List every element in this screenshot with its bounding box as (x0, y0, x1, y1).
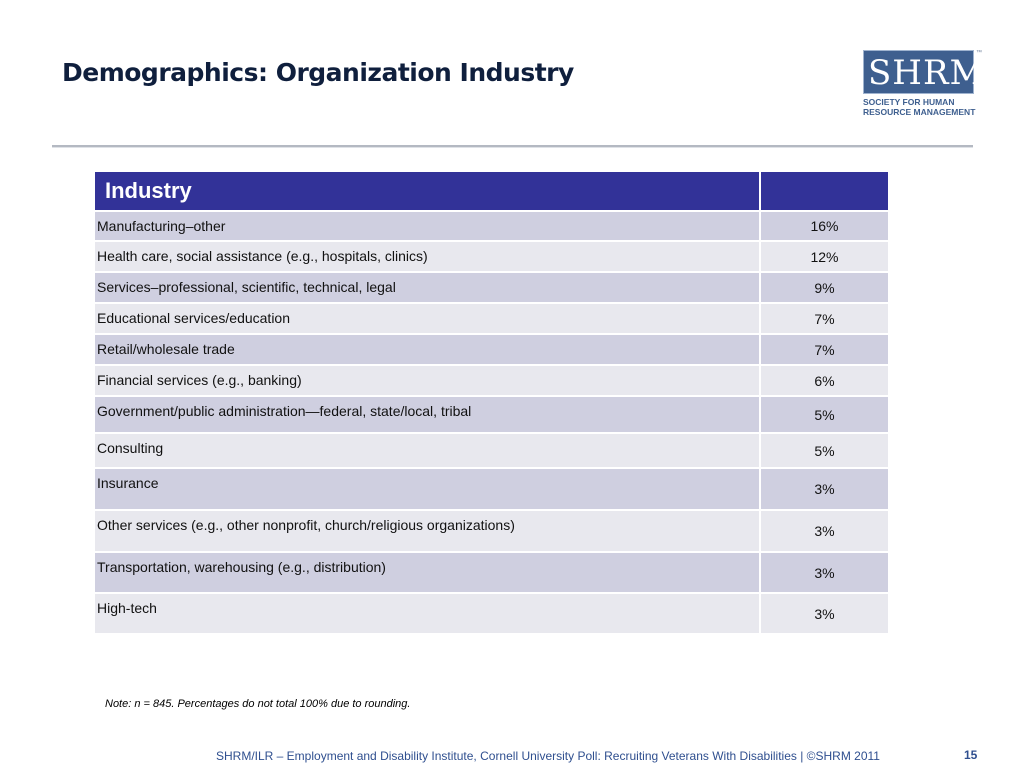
industry-label: Government/public administration—federal… (97, 403, 472, 419)
industry-cell: Retail/wholesale trade (93, 333, 761, 366)
table-row: Transportation, warehousing (e.g., distr… (93, 551, 890, 594)
industry-label: Insurance (97, 475, 159, 491)
industry-cell: Financial services (e.g., banking) (93, 364, 761, 397)
table-row: Educational services/education 7% (93, 302, 890, 335)
industry-table: Industry Manufacturing–other 16% Health ca… (93, 170, 890, 635)
table-row: Health care, social assistance (e.g., ho… (93, 240, 890, 273)
table-row: Other services (e.g., other nonprofit, c… (93, 509, 890, 553)
table-header-row: Industry (93, 170, 890, 212)
percent-value: 9% (759, 271, 890, 304)
table-row: Retail/wholesale trade 7% (93, 333, 890, 366)
industry-cell: Services–professional, scientific, techn… (93, 271, 761, 304)
percent-value: 7% (759, 333, 890, 366)
table-row: Manufacturing–other 16% (93, 210, 890, 242)
table-row: Services–professional, scientific, techn… (93, 271, 890, 304)
industry-cell: Educational services/education (93, 302, 761, 335)
footer-citation: SHRM/ILR – Employment and Disability Ins… (216, 749, 880, 763)
table-row: Insurance 3% (93, 467, 890, 511)
percent-value: 3% (759, 592, 890, 635)
logo-box: SHRM (863, 50, 986, 94)
shrm-logo: SHRM ™ Society for Human Resource Manage… (863, 50, 986, 122)
percent-column-header (759, 170, 890, 212)
industry-label: Educational services/education (97, 310, 291, 326)
industry-cell: Manufacturing–other (93, 210, 761, 242)
industry-label: Financial services (e.g., banking) (97, 372, 302, 388)
industry-column-header: Industry (93, 170, 761, 212)
percent-value: 5% (759, 432, 890, 469)
industry-cell: Health care, social assistance (e.g., ho… (93, 240, 761, 273)
page-number: 15 (964, 748, 978, 762)
logo-tagline-line1: Society for Human (863, 97, 955, 107)
percent-value: 3% (759, 467, 890, 511)
industry-label: Other services (e.g., other nonprofit, c… (97, 517, 515, 533)
industry-label: Transportation, warehousing (e.g., distr… (97, 559, 386, 575)
table-row: Consulting 5% (93, 432, 890, 469)
logo-tagline: Society for Human Resource Management (863, 97, 983, 117)
industry-cell: Transportation, warehousing (e.g., distr… (93, 551, 761, 594)
percent-value: 3% (759, 509, 890, 553)
industry-label: Services–professional, scientific, techn… (97, 279, 396, 295)
industry-cell: Other services (e.g., other nonprofit, c… (93, 509, 761, 553)
table-row: High-tech 3% (93, 592, 890, 635)
industry-label: Consulting (97, 440, 164, 456)
logo-letters: SHRM (868, 53, 986, 93)
table-body: Manufacturing–other 16% Health care, socia… (93, 210, 890, 635)
table-row: Government/public administration—federal… (93, 395, 890, 434)
logo-tagline-line2: Resource Management (863, 106, 976, 117)
industry-cell: Insurance (93, 467, 761, 511)
title-divider (52, 145, 973, 148)
industry-label: Manufacturing–other (97, 218, 226, 234)
industry-label: Retail/wholesale trade (97, 341, 235, 357)
logo-trademark: ™ (976, 50, 982, 56)
industry-label: Health care, social assistance (e.g., ho… (97, 248, 428, 264)
percent-value: 3% (759, 551, 890, 594)
percent-value: 12% (759, 240, 890, 273)
industry-cell: High-tech (93, 592, 761, 635)
footnote: Note: n = 845. Percentages do not total … (105, 698, 411, 710)
percent-value: 6% (759, 364, 890, 397)
table-row: Financial services (e.g., banking) 6% (93, 364, 890, 397)
industry-label: High-tech (97, 600, 157, 616)
percent-value: 5% (759, 395, 890, 434)
percent-value: 7% (759, 302, 890, 335)
industry-cell: Consulting (93, 432, 761, 469)
slide-title: Demographics: Organization Industry (62, 58, 574, 87)
percent-value: 16% (759, 210, 890, 242)
industry-cell: Government/public administration—federal… (93, 395, 761, 434)
